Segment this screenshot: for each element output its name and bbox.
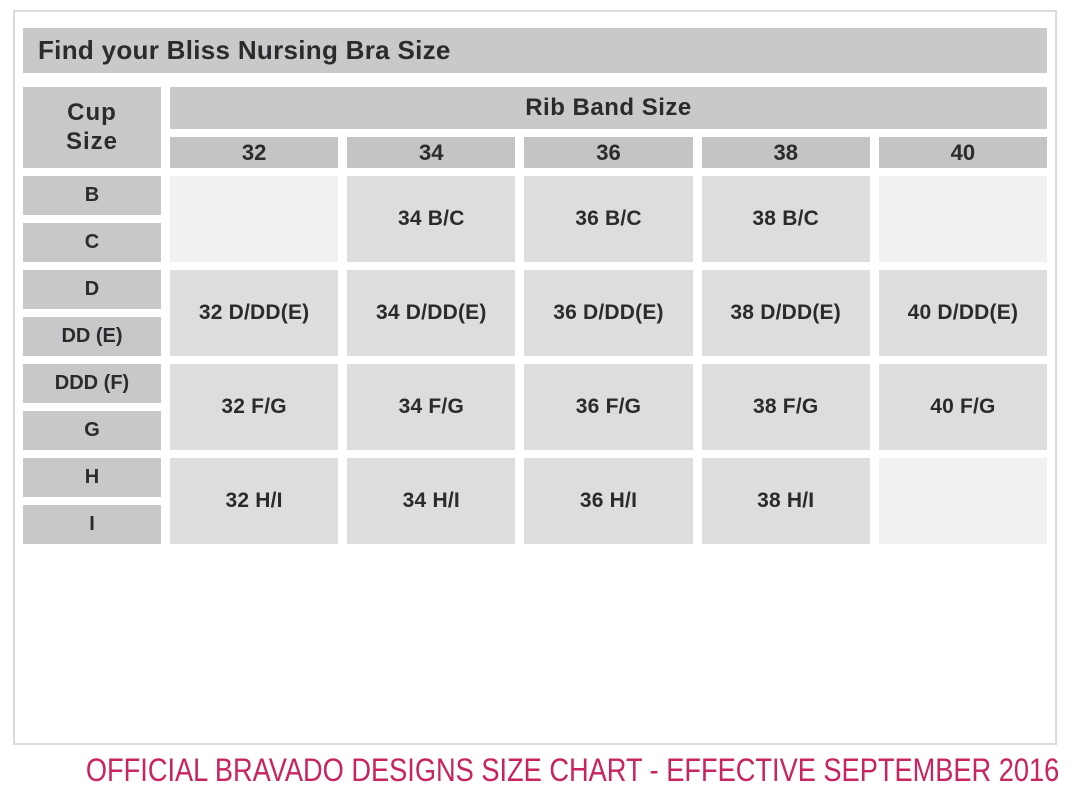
band-size-36: 36: [524, 137, 693, 168]
size-chart-grid: Cup Size Rib Band Size 32 34 36 38 40 B …: [23, 87, 1047, 544]
size-cell-hi-38: 38 H/I: [701, 458, 870, 544]
size-chart-panel: Find your Bliss Nursing Bra Size Cup Siz…: [13, 10, 1057, 745]
size-cell-ddd-40: 40 D/DD(E): [878, 270, 1047, 356]
size-cell-ddd-38: 38 D/DD(E): [701, 270, 870, 356]
cup-label-h: H: [23, 458, 161, 497]
band-size-40: 40: [878, 137, 1047, 168]
rib-band-size-header: Rib Band Size: [170, 87, 1047, 129]
size-cell-hi-40: [878, 458, 1047, 544]
size-cell-fg-34: 34 F/G: [347, 364, 516, 450]
cup-label-c: C: [23, 223, 161, 262]
size-cell-ddd-32: 32 D/DD(E): [170, 270, 339, 356]
cup-label-g: G: [23, 411, 161, 450]
size-cell-fg-36: 36 F/G: [524, 364, 693, 450]
cup-size-header-line1: Cup: [67, 99, 117, 127]
size-cell-fg-32: 32 F/G: [170, 364, 339, 450]
cup-label-dd-e: DD (E): [23, 317, 161, 356]
band-size-32: 32: [170, 137, 339, 168]
size-cell-fg-40: 40 F/G: [878, 364, 1047, 450]
size-cell-hi-34: 34 H/I: [347, 458, 516, 544]
cup-label-ddd-f: DDD (F): [23, 364, 161, 403]
size-cell-bc-38: 38 B/C: [701, 176, 870, 262]
size-cell-bc-34: 34 B/C: [347, 176, 516, 262]
cup-size-header-line2: Size: [65, 127, 119, 155]
size-cell-fg-38: 38 F/G: [701, 364, 870, 450]
cup-label-b: B: [23, 176, 161, 215]
footer-banner: OFFICIAL BRAVADO DESIGNS SIZE CHART - EF…: [0, 752, 1080, 789]
band-size-34: 34: [347, 137, 516, 168]
chart-title: Find your Bliss Nursing Bra Size: [23, 28, 1047, 73]
size-cell-ddd-36: 36 D/DD(E): [524, 270, 693, 356]
footer-text: OFFICIAL BRAVADO DESIGNS SIZE CHART - EF…: [85, 752, 1060, 788]
cup-label-d: D: [23, 270, 161, 309]
size-cell-hi-36: 36 H/I: [524, 458, 693, 544]
size-cell-ddd-34: 34 D/DD(E): [347, 270, 516, 356]
cup-size-header: Cup Size: [23, 87, 161, 168]
size-cell-hi-32: 32 H/I: [170, 458, 339, 544]
size-cell-bc-36: 36 B/C: [524, 176, 693, 262]
cup-label-i: I: [23, 505, 161, 544]
size-cell-bc-32: [170, 176, 339, 262]
size-cell-bc-40: [878, 176, 1047, 262]
band-size-38: 38: [701, 137, 870, 168]
